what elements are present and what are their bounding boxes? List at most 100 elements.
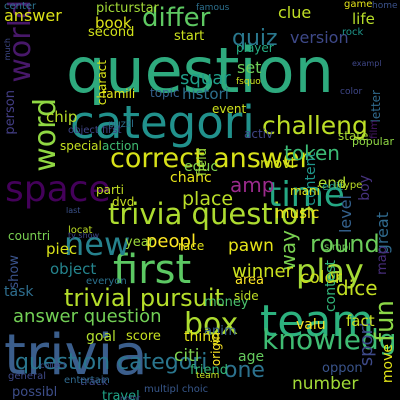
word-event: event (212, 102, 247, 116)
word-money: money (204, 295, 249, 310)
word-year: year (125, 235, 155, 250)
word-educ: educ (184, 159, 219, 175)
word-everyon: everyon (86, 276, 127, 287)
word-activ: activ (244, 127, 274, 141)
word-object: object (50, 260, 97, 278)
word-much: much (3, 38, 12, 61)
word-histori: histori (182, 85, 229, 103)
word-answer: answer (4, 6, 62, 25)
word-trivial-pursuit: trivial pursuit (64, 284, 224, 312)
word-game: game (344, 0, 373, 10)
word-fsquo: fsquo (236, 77, 261, 87)
word-clue: clue (278, 3, 312, 22)
word-level: level (336, 195, 355, 234)
word-life: life (352, 10, 375, 28)
word-age: age (238, 349, 265, 365)
word-travel: travel (102, 389, 140, 400)
word-player: player (236, 41, 274, 55)
word-fact: fact (346, 312, 375, 330)
word-object-first: object first (68, 125, 122, 136)
word-movi: movi (260, 156, 295, 172)
word-letter: letter (369, 90, 383, 123)
word-chip: chip (46, 108, 78, 126)
word-box: box (184, 307, 239, 342)
word-home: home (372, 1, 398, 11)
word-parti: parti (96, 183, 124, 197)
word-play: play (296, 252, 364, 290)
word-color: color (300, 268, 342, 288)
word-anim: anim (204, 324, 237, 339)
word-correct-answer: correct answer (110, 143, 311, 174)
word-edit: edit (322, 180, 344, 193)
word-knowledg: knowledg (262, 323, 397, 356)
word-track: track (80, 375, 108, 388)
word-film: film (369, 120, 380, 139)
word-version: version (290, 28, 349, 47)
word-task: task (4, 284, 34, 300)
word-space: space (5, 169, 111, 210)
word-winner: winner (232, 261, 294, 282)
word-music: music (275, 204, 320, 222)
word-first: first (113, 247, 192, 293)
word-color: color (340, 87, 363, 97)
word-move: move (380, 344, 396, 384)
word-collect: collect (40, 361, 67, 370)
word-place: place (182, 188, 234, 210)
word-question-categori: question categori (15, 350, 208, 375)
word-trivia: trivia (4, 323, 148, 388)
word-new: new (64, 225, 131, 263)
word-token: token (284, 141, 340, 165)
word-one: one (224, 358, 265, 383)
word-end: end (318, 174, 347, 192)
word-state: state (338, 129, 369, 143)
word-squar: squar (180, 68, 231, 89)
word-challeng: challeng (262, 111, 368, 140)
word-picturstar: picturstar (96, 1, 159, 16)
word-differ: differ (142, 3, 211, 33)
word-categori: categori (70, 96, 255, 149)
word-set: set (237, 58, 262, 77)
word-last: last (66, 206, 81, 215)
word-peopl: peopl (146, 231, 196, 252)
word-multipl-choic: multipl choic (144, 384, 209, 395)
word-team: team (196, 371, 220, 381)
word-book: book (95, 14, 132, 32)
word-exampl: exampl (352, 59, 382, 68)
word-citi: citi (174, 346, 200, 366)
word-time: time (268, 175, 345, 215)
word-amp: amp (230, 173, 275, 197)
word-possibl: possibl (12, 385, 58, 400)
word-valu: valu (296, 317, 326, 333)
word-chanc: chanc (170, 170, 212, 186)
word-entertain: entertain (64, 375, 110, 386)
word-famili: famili (102, 87, 136, 101)
word-side: side (234, 289, 259, 303)
word-oppon: oppon (322, 361, 363, 376)
word-race: race (178, 239, 205, 253)
word-field: field (195, 148, 210, 177)
word-second: second (88, 25, 135, 40)
word-thing: thing (184, 329, 221, 345)
word-dvd: dvd (112, 195, 135, 209)
word-dice: dice (336, 276, 378, 300)
word-question: question (66, 34, 334, 107)
word-point: point (120, 394, 141, 400)
word-countri: countri (8, 229, 51, 243)
word-type: type (340, 180, 363, 191)
word-friend: friend (190, 363, 229, 378)
word-show: show (7, 255, 22, 289)
word-popular: popular (352, 135, 394, 148)
word-area: area (235, 273, 264, 288)
word-center: center (4, 1, 37, 12)
word-team: team (260, 296, 375, 347)
word-piec: piec (46, 240, 78, 258)
word-answer-question: answer question (13, 306, 162, 327)
word-mani: mani (290, 184, 320, 198)
word-person: person (3, 90, 18, 135)
word-ty-show: ty show (68, 231, 100, 240)
word-special: special (60, 139, 102, 153)
word-puzzl: puzzl (108, 119, 134, 130)
word-number: number (292, 374, 359, 394)
word-famous: famous (196, 3, 230, 13)
word-action: action (102, 139, 139, 153)
